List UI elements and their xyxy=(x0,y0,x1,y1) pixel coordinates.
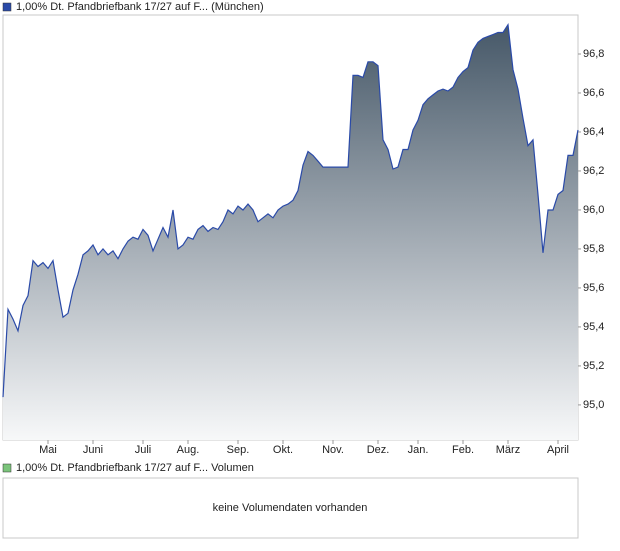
volume-message: keine Volumendaten vorhanden xyxy=(213,502,368,514)
x-tick-label: Dez. xyxy=(367,444,390,456)
x-tick-label: März xyxy=(496,444,520,456)
x-tick-label: Aug. xyxy=(177,444,200,456)
x-tick-label: Okt. xyxy=(273,444,293,456)
y-tick-label: 96,2 xyxy=(583,165,604,177)
x-tick-label: Juli xyxy=(135,444,152,456)
volume-panel xyxy=(2,477,579,539)
x-tick-label: Nov. xyxy=(322,444,344,456)
x-tick-label: Juni xyxy=(83,444,103,456)
price-line xyxy=(2,22,579,398)
legend-swatch xyxy=(2,2,12,12)
x-tick-label: April xyxy=(547,444,569,456)
legend-label: 1,00% Dt. Pfandbriefbank 17/27 auf F... … xyxy=(16,1,264,13)
x-tick-label: Jan. xyxy=(408,444,429,456)
y-tick-label: 96,6 xyxy=(583,87,604,99)
x-tick-label: Mai xyxy=(39,444,57,456)
y-tick-label: 96,0 xyxy=(583,204,604,216)
area-fill xyxy=(3,24,578,440)
y-tick-label: 96,4 xyxy=(583,126,604,138)
y-tick-label: 95,6 xyxy=(583,282,604,294)
x-tick-label: Feb. xyxy=(452,444,474,456)
y-tick-label: 95,8 xyxy=(583,243,604,255)
y-tick-label: 95,2 xyxy=(583,360,604,372)
y-tick-label: 96,8 xyxy=(583,48,604,60)
volume-legend-swatch xyxy=(2,463,12,473)
y-tick-label: 95,4 xyxy=(583,321,604,333)
y-tick-label: 95,0 xyxy=(583,399,604,411)
volume-legend-label: 1,00% Dt. Pfandbriefbank 17/27 auf F... … xyxy=(16,462,254,474)
x-tick-label: Sep. xyxy=(227,444,250,456)
